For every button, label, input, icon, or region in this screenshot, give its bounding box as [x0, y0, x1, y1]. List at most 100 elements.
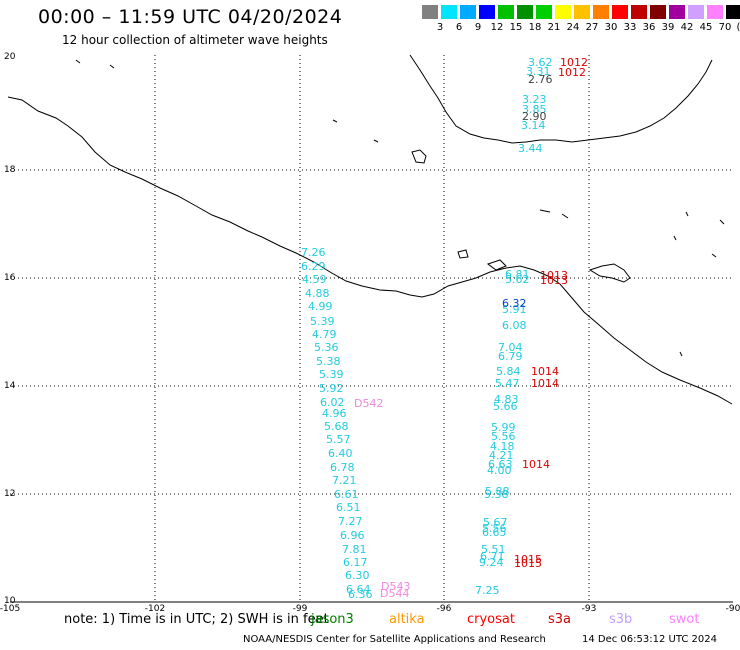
scale-swatch [479, 5, 495, 19]
track-value-label: 5.68 [324, 420, 349, 433]
island [486, 259, 507, 271]
track-value-label: 6.51 [336, 501, 361, 514]
lat-tick-label: 12 [4, 489, 15, 499]
track-value-label: 6.63 [488, 458, 513, 471]
track-value-label: 2.76 [528, 73, 553, 86]
scale-label: 6 [455, 22, 463, 33]
track-value-label: 4.00 [487, 464, 512, 477]
track-value-label: 5.92 [319, 382, 344, 395]
track-value-label: 5.66 [493, 400, 518, 413]
track-value-label: 5.67 [483, 516, 508, 529]
pressure-label: 1015 [514, 553, 542, 566]
scale-label: 18 [528, 22, 542, 33]
track-value-label: 3.85 [522, 103, 547, 116]
track-value-label: 4.59 [302, 273, 327, 286]
swot-label: D544 [380, 587, 409, 600]
pressure-label: 1014 [522, 458, 550, 471]
coastline-fragments [75, 59, 725, 357]
track-value-label: 5.57 [326, 433, 351, 446]
track-value-label: 4.83 [494, 393, 519, 406]
satellite-legend-s3b: s3b [609, 612, 633, 627]
scale-label: 30 [604, 22, 618, 33]
track-labels: 7.266.294.594.884.995.394.795.365.385.39… [301, 56, 588, 601]
pressure-label: 1014 [531, 365, 559, 378]
track-value-label: 3.62 [528, 56, 553, 69]
track-value-label: 5.56 [482, 522, 507, 535]
track-value-label: 7.04 [498, 341, 523, 354]
scale-label: 3 [436, 22, 444, 33]
scale-swatch [441, 5, 457, 19]
track-value-label: 4.18 [490, 440, 515, 453]
coastline-pacific [7, 96, 733, 405]
scale-label: 39 [661, 22, 675, 33]
track-value-label: 7.27 [338, 515, 363, 528]
lat-tick-label: 16 [4, 273, 16, 283]
track-value-label: 5.36 [314, 341, 339, 354]
track-value-label: 4.88 [305, 287, 330, 300]
track-value-label: 4.99 [308, 300, 333, 313]
scale-swatch [688, 5, 704, 19]
track-value-label: 5.91 [502, 303, 527, 316]
axis-labels: -105 -102 -99 -96 -93 -90 20 18 16 14 12 10 [0, 52, 740, 614]
pressure-label: 1013 [540, 274, 568, 287]
scale-swatch [650, 5, 666, 19]
satellite-legend-swot: swot [669, 612, 700, 627]
track-value-label: 6.64 [346, 583, 371, 596]
scale-swatch [593, 5, 609, 19]
pressure-label: 1013 [540, 269, 568, 282]
scale-swatch [631, 5, 647, 19]
track-value-label: 7.81 [342, 543, 367, 556]
track-value-label: 7.25 [475, 584, 500, 597]
coastline-yucatan-east [588, 263, 631, 283]
map-subtitle: 12 hour collection of altimeter wave hei… [62, 33, 328, 47]
track-value-label: 6.02 [320, 396, 345, 409]
scale-label: 42 [680, 22, 694, 33]
scale-label: 33 [623, 22, 637, 33]
track-value-label: 6.17 [343, 556, 368, 569]
scale-label: 9 [474, 22, 482, 33]
track-value-label: 6.81 [505, 268, 530, 281]
scale-label: 24 [566, 22, 580, 33]
track-value-label: 6.61 [334, 488, 359, 501]
lat-tick-label: 18 [4, 165, 16, 175]
track-value-label: 5.39 [319, 368, 344, 381]
scale-swatch [460, 5, 476, 19]
scale-swatch [669, 5, 685, 19]
track-value-label: 6.08 [502, 319, 527, 332]
pressure-label: 1014 [531, 377, 559, 390]
track-value-label: 4.79 [312, 328, 337, 341]
scale-swatch [422, 5, 438, 19]
lon-tick-label: -102 [145, 604, 165, 614]
swot-label: D543 [381, 580, 410, 593]
track-value-label: 5.38 [484, 488, 509, 501]
track-value-label: 6.79 [498, 350, 523, 363]
island [411, 149, 427, 164]
pressure-label: 1012 [560, 56, 588, 69]
lat-lon-grid [10, 55, 733, 602]
track-value-label: 3.23 [522, 93, 547, 106]
track-value-label: 5.51 [481, 543, 506, 556]
coastline [7, 54, 733, 405]
credit-line: NOAA/NESDIS Center for Satellite Applica… [243, 634, 546, 645]
satellite-legend-s3a: s3a [548, 612, 572, 627]
swot-label: D542 [354, 397, 383, 410]
track-value-label: 5.99 [491, 421, 516, 434]
scale-label: (ft) [736, 22, 740, 33]
satellite-legend-jason3: jason3 [311, 612, 354, 627]
pressure-label: 1015 [514, 557, 542, 570]
track-value-label: 2.90 [522, 110, 547, 123]
scale-label: 70 [718, 22, 732, 33]
track-value-label: 5.88 [485, 485, 510, 498]
lon-tick-label: -93 [582, 604, 597, 614]
track-value-label: 7.21 [332, 474, 357, 487]
track-value-label: 6.30 [345, 569, 370, 582]
track-value-label: 6.71 [480, 550, 505, 563]
scale-label: 45 [699, 22, 713, 33]
map-title: 00:00 – 11:59 UTC 04/20/2024 [38, 6, 343, 28]
track-value-label: 3.14 [521, 119, 546, 132]
lat-tick-label: 20 [4, 52, 16, 62]
track-value-label: 6.36 [348, 588, 373, 601]
track-value-label: 6.65 [482, 526, 507, 539]
coastline-gulf [409, 54, 713, 144]
